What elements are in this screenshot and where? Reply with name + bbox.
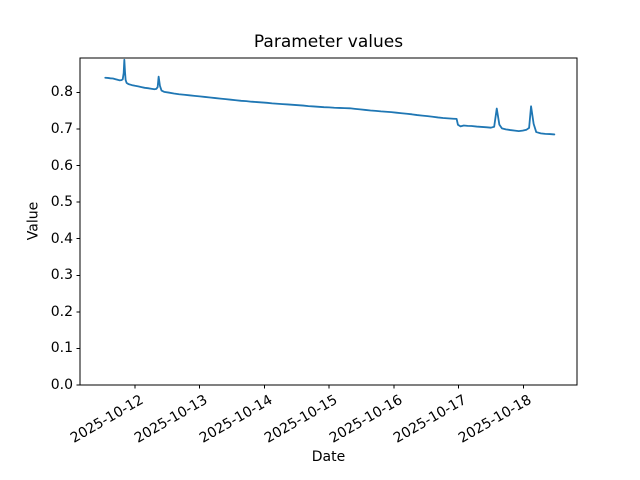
x-axis-label: Date	[311, 449, 346, 465]
data-line-series	[104, 58, 556, 136]
y-tick-label: 0.1	[50, 340, 73, 357]
axes-spines	[79, 57, 578, 386]
y-tick-label: 0.0	[50, 377, 73, 393]
y-tick-label: 0.5	[50, 194, 73, 211]
y-tick-label: 0.3	[50, 267, 73, 284]
y-tick-label: 0.2	[50, 303, 73, 320]
y-tick-label: 0.6	[50, 157, 73, 174]
y-axis-label: Value	[25, 201, 42, 241]
chart-title: Parameter values	[253, 32, 404, 52]
y-tick-label: 0.8	[50, 84, 73, 101]
y-tick-label: 0.4	[50, 230, 73, 247]
y-tick-label: 0.7	[50, 120, 73, 137]
